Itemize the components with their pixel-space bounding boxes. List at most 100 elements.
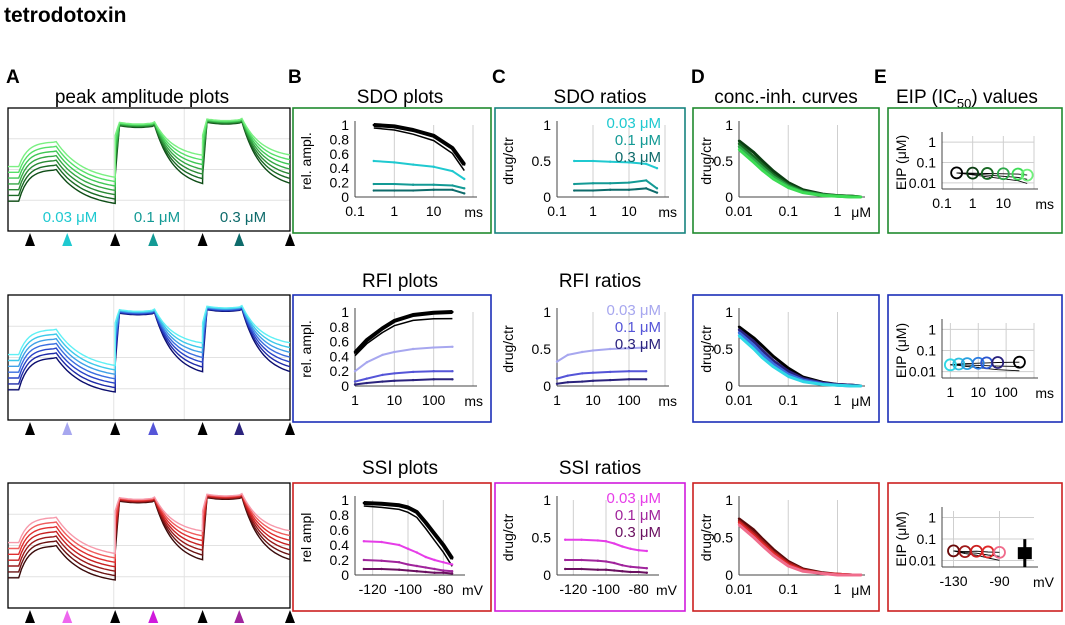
data-point bbox=[451, 169, 454, 173]
data-point bbox=[380, 502, 383, 505]
data-point bbox=[621, 570, 624, 573]
y-tick-label: 0 bbox=[543, 378, 551, 394]
data-point bbox=[737, 334, 741, 337]
data-point bbox=[563, 558, 567, 562]
data-point bbox=[737, 142, 741, 145]
series-line bbox=[373, 160, 465, 180]
data-point bbox=[563, 567, 567, 571]
eip-point bbox=[991, 356, 1005, 369]
series-line bbox=[738, 517, 861, 577]
y-axis-label: drug/ctr bbox=[500, 325, 516, 373]
data-point bbox=[772, 554, 775, 557]
legend-entry: 0.03 μM bbox=[607, 490, 662, 507]
data-point bbox=[737, 145, 741, 148]
data-point bbox=[353, 380, 357, 383]
data-point bbox=[596, 539, 600, 542]
drug-marker bbox=[62, 610, 73, 623]
data-point bbox=[381, 380, 384, 383]
data-point bbox=[761, 344, 764, 348]
x-tick-label: 10 bbox=[970, 384, 986, 400]
series-eip bbox=[943, 355, 1026, 372]
series-line-replicate bbox=[354, 317, 453, 357]
panel-e-title: EIP (IC50) values bbox=[896, 87, 1038, 111]
eip-fit-line bbox=[953, 550, 1000, 553]
data-point bbox=[627, 181, 631, 184]
data-point bbox=[821, 572, 824, 575]
series-0-03-m bbox=[353, 345, 454, 373]
data-point bbox=[644, 378, 648, 381]
x-tick-label: 0.01 bbox=[725, 392, 752, 408]
data-point bbox=[463, 177, 466, 181]
data-point bbox=[451, 310, 454, 314]
series-0-3-m bbox=[362, 567, 454, 575]
data-point bbox=[737, 521, 741, 524]
data-point bbox=[463, 187, 466, 190]
data-point bbox=[411, 183, 415, 186]
data-point bbox=[761, 159, 764, 163]
data-point bbox=[432, 134, 435, 137]
y-tick-label: 0.4 bbox=[330, 537, 350, 553]
data-point bbox=[393, 125, 396, 128]
data-point bbox=[851, 384, 854, 388]
data-point bbox=[424, 570, 427, 574]
data-point bbox=[432, 378, 435, 381]
series-curve-4 bbox=[737, 523, 863, 577]
chart-frame bbox=[494, 482, 686, 612]
data-point bbox=[655, 167, 659, 170]
series-line bbox=[354, 345, 453, 372]
data-point bbox=[381, 353, 384, 357]
data-point bbox=[608, 182, 612, 185]
series-control bbox=[372, 123, 466, 172]
x-tick-label: -90 bbox=[989, 573, 1009, 589]
series-line bbox=[574, 187, 658, 194]
trace-frame bbox=[7, 482, 291, 609]
data-point bbox=[563, 538, 567, 541]
drug-marker bbox=[148, 610, 159, 623]
data-point bbox=[627, 347, 631, 350]
data-point bbox=[608, 378, 612, 382]
series-line bbox=[354, 378, 453, 386]
data-point bbox=[655, 191, 659, 194]
data-point bbox=[397, 504, 401, 507]
data-point bbox=[752, 336, 756, 340]
x-tick-label: 100 bbox=[994, 384, 1018, 400]
legend-entry: 0.1 μM bbox=[615, 132, 661, 149]
y-tick-label: 0 bbox=[341, 378, 349, 394]
data-point bbox=[604, 560, 608, 563]
data-point bbox=[761, 544, 764, 547]
data-point bbox=[451, 188, 454, 191]
data-point bbox=[737, 328, 741, 331]
data-point bbox=[432, 183, 435, 186]
chart-sdo-ratios: 0 0.5 1 0.1 1 10 ms drug/ctr 0.03 μM0.1 μM0.3 μM bbox=[494, 107, 686, 234]
series-line-replicate bbox=[373, 127, 465, 172]
data-point bbox=[393, 182, 396, 186]
data-point bbox=[637, 549, 640, 552]
data-point bbox=[433, 532, 436, 535]
data-point bbox=[450, 563, 454, 566]
y-tick-label: 1 bbox=[543, 304, 551, 320]
x-tick-label: 100 bbox=[422, 392, 446, 408]
y-tick-label: 1 bbox=[725, 117, 733, 133]
data-point bbox=[752, 536, 756, 539]
data-point bbox=[752, 151, 756, 154]
y-tick-label: 0.5 bbox=[714, 530, 734, 546]
x-tick-label: 1 bbox=[390, 203, 398, 219]
x-axis-label: mV bbox=[1033, 574, 1055, 590]
chart-rfi-eip: 0.01 0.1 1 1 10 100 ms EIP (μM) bbox=[887, 294, 1063, 423]
data-point bbox=[406, 569, 410, 572]
eip-fit-line bbox=[950, 364, 1020, 372]
data-point bbox=[424, 566, 427, 569]
series-0-03-m bbox=[572, 159, 659, 170]
data-point bbox=[580, 558, 583, 562]
data-point bbox=[772, 355, 775, 358]
chart-frame bbox=[292, 294, 492, 423]
x-tick-label: 0.1 bbox=[345, 203, 365, 219]
eip-fit-line bbox=[950, 361, 1020, 366]
data-point bbox=[451, 184, 454, 187]
x-tick-label: -100 bbox=[592, 581, 620, 597]
data-point bbox=[627, 161, 631, 164]
data-point bbox=[752, 347, 756, 351]
rfi-plots-title: RFI plots bbox=[362, 271, 438, 292]
series-control bbox=[353, 310, 454, 357]
